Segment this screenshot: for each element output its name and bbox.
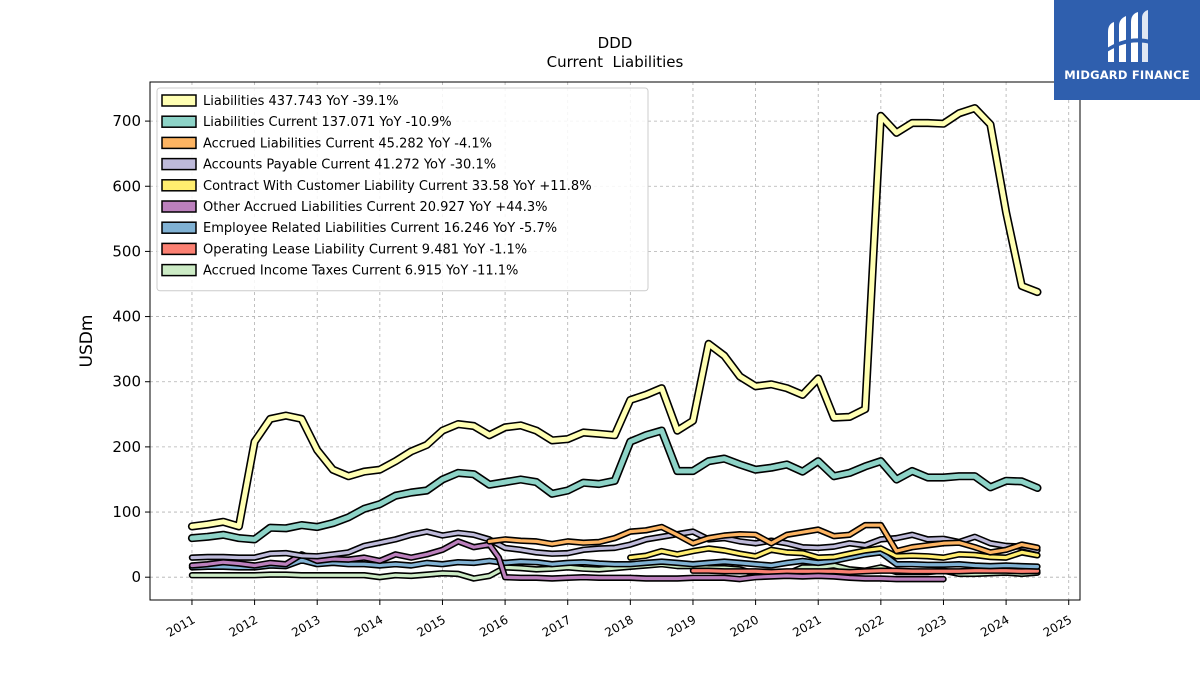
legend-label: Accrued Income Taxes Current 6.915 YoY -… [203,264,518,279]
series-line [190,550,1040,570]
series-line [190,539,946,581]
brand-logo: MIDGARD FINANCE [1054,0,1200,100]
logo-text: MIDGARD FINANCE [1064,68,1190,82]
legend-label: Accrued Liabilities Current 45.282 YoY -… [203,136,492,151]
legend-swatch [161,94,197,107]
legend-label: Accounts Payable Current 41.272 YoY -30.… [203,158,496,173]
legend-label: Employee Related Liabilities Current 16.… [203,221,557,236]
x-tick-label: 2017 [540,612,573,639]
x-tick-label: 2023 [916,612,949,639]
series-employee-related-liabilities-current [188,549,1041,571]
plot-area-frame [149,81,1081,601]
logo-mark-icon [1104,10,1150,62]
series-liabilities-current [187,426,1042,544]
y-tick-label: 0 [131,568,141,586]
x-tick-label: 2020 [728,612,761,639]
legend-swatch [161,242,197,256]
series-line [189,428,1040,542]
series-line [487,523,1040,555]
series-accounts-payable-current [188,528,1041,561]
legend-label: Operating Lease Liability Current 9.481 … [203,242,527,257]
series-contract-with-customer-liability-current [627,545,1041,561]
series-other-accrued-liabilities-current [188,538,947,583]
x-tick-label: 2021 [790,612,823,639]
legend-label: Contract With Customer Liability Current… [203,179,592,194]
series-line [628,546,1040,560]
legend-swatch [161,136,197,150]
chart-title: DDD [598,34,633,52]
x-tick-label: 2025 [1041,612,1074,639]
x-tick-label: 2019 [665,612,698,639]
chart-subtitle: Current Liabilities [547,53,684,71]
legend: Liabilities 437.743 YoY -39.1% Liabilitie… [156,87,649,292]
y-tick-label: 400 [112,308,141,326]
legend-label: Other Accrued Liabilities Current 20.927… [203,200,548,215]
legend-label: Liabilities 437.743 YoY -39.1% [203,94,399,109]
series-lines [187,103,1042,583]
legend-swatch [161,115,197,128]
legend-label: Liabilities Current 137.071 YoY -10.9% [203,115,452,130]
y-tick-label: 200 [112,438,141,456]
series-line [189,105,1040,529]
y-axis-label: USDm [77,315,97,368]
series-operating-lease-liability-current [689,567,1041,576]
y-tick-label: 500 [112,242,141,260]
x-tick-label: 2012 [227,612,260,639]
x-tick-label: 2018 [602,612,635,639]
x-tick-label: 2024 [978,612,1011,639]
series-line [190,529,1040,560]
legend-frame [156,87,649,292]
x-tick-label: 2022 [853,612,886,639]
y-tick-label: 100 [112,503,141,521]
y-tick-label: 700 [112,112,141,130]
legend-swatch [161,221,197,234]
legend-swatch [161,263,197,277]
series-line [691,569,1040,574]
x-tick-label: 2011 [164,612,197,639]
legend-swatch [161,157,197,171]
series-accrued-liabilities-current [486,521,1041,556]
x-tick-label: 2015 [415,612,448,639]
x-tick-label: 2013 [289,612,322,639]
x-tick-label: 2014 [352,612,385,639]
legend-swatch [161,179,197,192]
legend-swatch [161,200,197,213]
y-tick-label: 600 [112,177,141,195]
series-liabilities [187,103,1042,531]
x-tick-label: 2016 [477,612,510,639]
y-tick-label: 300 [112,373,141,391]
